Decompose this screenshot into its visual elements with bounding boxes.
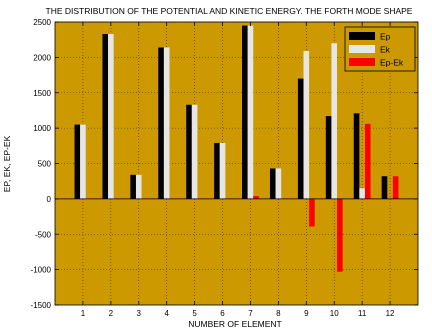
bar-ep: [269, 168, 276, 199]
legend-swatch-ep: [349, 32, 375, 40]
chart-title: THE DISTRIBUTION OF THE POTENTIAL AND KI…: [46, 6, 413, 16]
x-tick-label: 3: [137, 309, 142, 318]
legend: Ep Ek Ep-Ek: [344, 26, 416, 72]
y-tick-label: 1500: [33, 89, 51, 98]
legend-label-ep: Ep: [380, 32, 391, 42]
bar-ek: [163, 47, 170, 199]
y-tick-label: -1500: [31, 301, 52, 310]
x-tick-label: 5: [192, 309, 197, 318]
bar-ep-ek: [392, 176, 399, 199]
y-axis-label: EP, EK, EP-EK: [2, 135, 12, 192]
x-tick-label: 4: [164, 309, 169, 318]
bar-ep: [381, 176, 388, 199]
x-axis-ticks: 1 2 3 4 5 6 7 8 9 10 11 12: [81, 22, 395, 318]
legend-swatch-ek: [349, 45, 375, 53]
y-tick-label: 1000: [33, 124, 51, 133]
bar-ep: [242, 25, 248, 199]
bar-ek: [247, 25, 254, 199]
y-tick-label: -500: [35, 230, 52, 239]
bar-ep: [158, 47, 164, 199]
bar-ek: [331, 43, 338, 199]
bar-ep: [102, 34, 109, 199]
bar-ep: [214, 142, 220, 199]
bar-ek: [108, 34, 114, 199]
bar-ep: [325, 116, 332, 199]
bar-ep-ek: [309, 198, 315, 227]
x-axis-label: NUMBER OF ELEMENT: [188, 319, 282, 329]
y-axis-ticks: -1500 -1000 -500 0 500 1000 1500 2000 2500: [31, 18, 418, 310]
x-tick-label: 9: [304, 309, 309, 318]
x-tick-label: 7: [248, 309, 253, 318]
y-tick-label: 500: [38, 160, 52, 169]
x-tick-label: 8: [276, 309, 281, 318]
bar-ep: [297, 78, 304, 199]
legend-swatch-ep-ek: [349, 58, 375, 66]
bar-ek: [191, 104, 198, 199]
bar-ep: [74, 124, 81, 199]
bar-ek: [275, 168, 282, 199]
y-tick-label: 0: [47, 195, 52, 204]
legend-label-ek: Ek: [380, 45, 391, 55]
bars: [74, 25, 399, 272]
x-tick-label: 11: [358, 309, 367, 318]
legend-label-ep-ek: Ep-Ek: [380, 58, 404, 68]
y-tick-label: 2500: [33, 18, 51, 27]
bar-ep: [353, 113, 360, 199]
bar-ep-ek: [253, 196, 259, 199]
bar-ek: [80, 124, 86, 199]
bar-ek: [135, 174, 142, 199]
bar-ep-ek: [337, 198, 343, 272]
x-tick-label: 1: [81, 309, 86, 318]
bar-ep: [186, 104, 192, 199]
bar-ek: [219, 142, 226, 199]
y-tick-label: 2000: [33, 53, 51, 62]
bar-ep: [130, 174, 136, 199]
y-tick-label: -1000: [31, 266, 52, 275]
x-tick-label: 2: [109, 309, 114, 318]
bar-ek: [303, 51, 310, 199]
bar-ep-ek: [364, 123, 371, 199]
x-tick-label: 12: [386, 309, 395, 318]
x-tick-label: 10: [330, 309, 339, 318]
x-tick-label: 6: [220, 309, 225, 318]
bar-ek: [359, 188, 365, 199]
